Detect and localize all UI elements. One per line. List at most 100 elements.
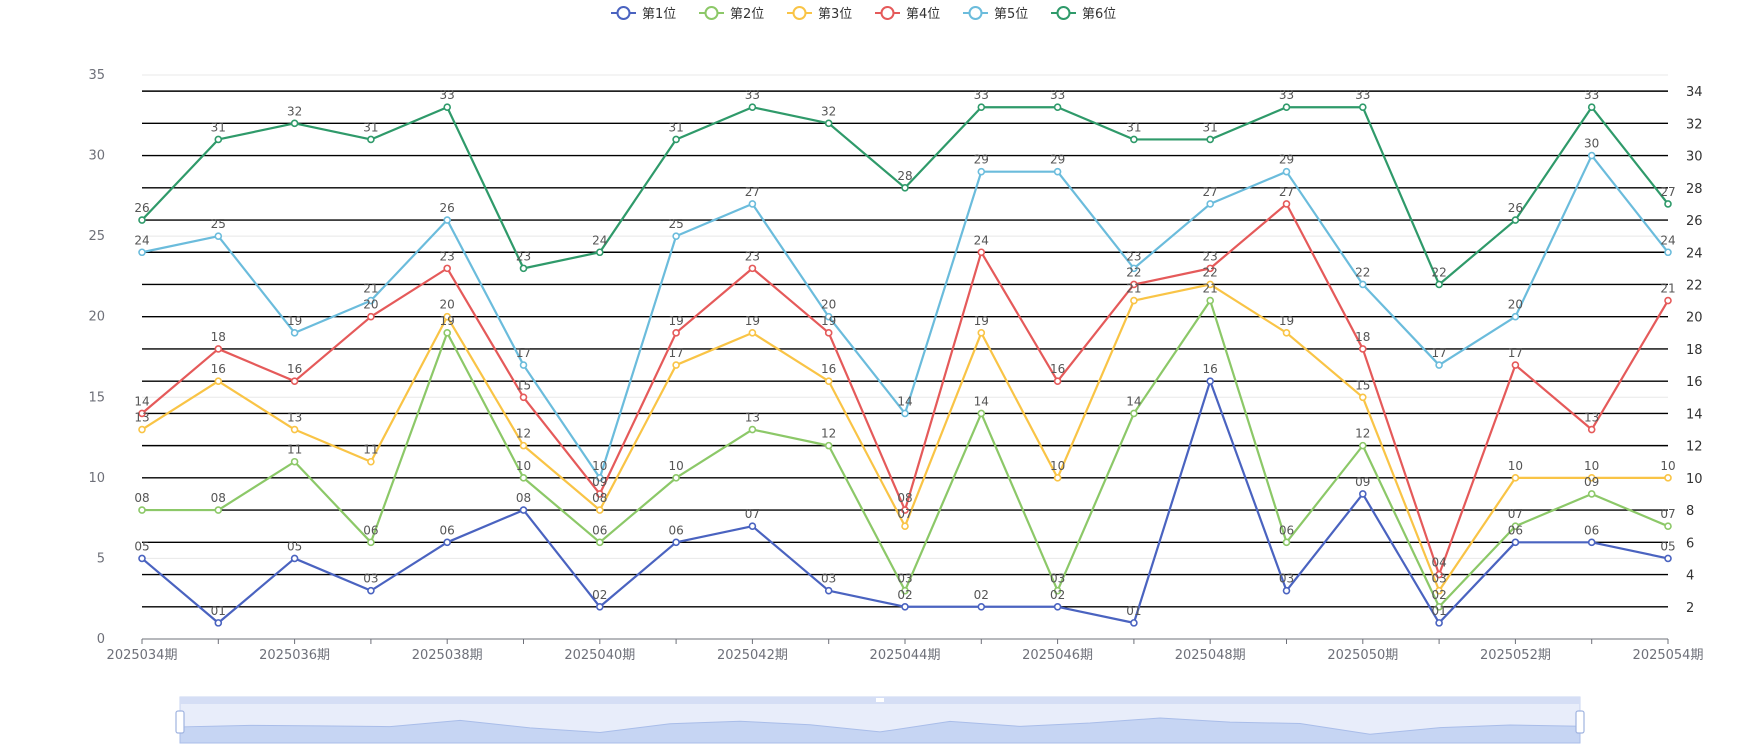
data-zoom-slider[interactable] — [175, 696, 1585, 744]
data-point[interactable] — [1359, 490, 1367, 498]
data-point[interactable] — [138, 409, 146, 418]
data-point[interactable] — [901, 602, 909, 611]
data-point[interactable] — [1053, 377, 1062, 385]
data-point[interactable] — [672, 538, 680, 547]
data-point[interactable] — [290, 377, 299, 385]
data-point[interactable] — [901, 184, 909, 192]
data-point[interactable] — [1130, 409, 1138, 418]
data-point[interactable] — [1587, 151, 1596, 160]
data-point[interactable] — [519, 506, 528, 514]
data-point[interactable] — [1511, 522, 1520, 531]
data-point[interactable] — [290, 119, 299, 128]
data-point[interactable] — [1435, 570, 1443, 579]
data-point[interactable] — [901, 409, 909, 418]
data-point[interactable] — [748, 522, 757, 531]
data-point[interactable] — [901, 522, 909, 531]
data-point[interactable] — [1587, 490, 1596, 498]
data-point[interactable] — [1359, 393, 1367, 402]
data-point[interactable] — [1206, 264, 1214, 273]
data-point[interactable] — [367, 538, 375, 547]
data-point[interactable] — [290, 554, 299, 563]
data-point[interactable] — [443, 538, 452, 547]
data-point[interactable] — [519, 474, 528, 482]
data-point[interactable] — [901, 586, 909, 595]
data-point[interactable] — [214, 345, 223, 353]
data-point[interactable] — [1206, 280, 1214, 289]
data-point[interactable] — [595, 602, 604, 611]
data-point[interactable] — [519, 264, 528, 273]
data-point[interactable] — [748, 103, 757, 112]
data-point[interactable] — [1130, 280, 1138, 289]
data-point[interactable] — [1435, 586, 1443, 595]
data-point[interactable] — [977, 409, 986, 418]
data-point[interactable] — [1359, 103, 1367, 112]
data-point[interactable] — [367, 312, 375, 321]
data-point[interactable] — [1587, 425, 1596, 434]
data-point[interactable] — [1435, 280, 1443, 289]
data-point[interactable] — [1587, 103, 1596, 112]
data-point[interactable] — [1511, 216, 1520, 224]
data-point[interactable] — [1435, 619, 1443, 627]
data-point[interactable] — [1053, 167, 1062, 176]
legend-item[interactable]: 第5位 — [963, 6, 1028, 22]
data-point[interactable] — [214, 135, 223, 144]
data-point[interactable] — [214, 232, 223, 240]
data-point[interactable] — [1130, 135, 1138, 144]
data-point[interactable] — [214, 619, 223, 627]
data-point[interactable] — [443, 216, 452, 224]
data-point[interactable] — [1511, 361, 1520, 369]
data-point[interactable] — [672, 474, 680, 482]
data-point[interactable] — [1282, 167, 1291, 176]
data-point[interactable] — [1282, 538, 1291, 547]
data-point[interactable] — [290, 425, 299, 434]
data-point[interactable] — [1587, 474, 1596, 482]
data-point[interactable] — [1664, 296, 1672, 305]
data-point[interactable] — [1435, 361, 1443, 369]
legend-item[interactable]: 第6位 — [1051, 6, 1116, 22]
data-point[interactable] — [977, 103, 986, 112]
data-point[interactable] — [1206, 296, 1214, 305]
data-point[interactable] — [1435, 602, 1443, 611]
data-point[interactable] — [138, 425, 146, 434]
data-point[interactable] — [1130, 296, 1138, 305]
data-point[interactable] — [1130, 264, 1138, 273]
data-point[interactable] — [672, 329, 680, 337]
data-point[interactable] — [367, 296, 375, 305]
data-point[interactable] — [367, 586, 375, 595]
data-point[interactable] — [290, 457, 299, 466]
data-point[interactable] — [367, 135, 375, 144]
data-point[interactable] — [977, 248, 986, 257]
data-point[interactable] — [1206, 200, 1214, 208]
data-point[interactable] — [824, 586, 833, 595]
data-point[interactable] — [214, 506, 223, 514]
data-point[interactable] — [1130, 619, 1138, 627]
data-point[interactable] — [672, 135, 680, 144]
data-point[interactable] — [519, 361, 528, 369]
data-point[interactable] — [443, 264, 452, 273]
data-point[interactable] — [443, 103, 452, 112]
data-point[interactable] — [1053, 474, 1062, 482]
data-point[interactable] — [824, 119, 833, 128]
data-point[interactable] — [748, 200, 757, 208]
legend-item[interactable]: 第2位 — [699, 6, 764, 22]
data-point[interactable] — [595, 538, 604, 547]
data-point[interactable] — [1664, 248, 1672, 257]
data-point[interactable] — [748, 425, 757, 434]
data-point[interactable] — [1511, 474, 1520, 482]
data-point[interactable] — [138, 554, 146, 563]
data-point[interactable] — [1664, 554, 1672, 563]
data-point[interactable] — [290, 329, 299, 337]
data-point[interactable] — [977, 329, 986, 337]
data-point[interactable] — [748, 264, 757, 273]
data-point[interactable] — [138, 506, 146, 514]
data-point[interactable] — [1053, 602, 1062, 611]
data-point[interactable] — [1053, 103, 1062, 112]
data-point[interactable] — [519, 441, 528, 450]
data-point[interactable] — [595, 506, 604, 514]
data-point[interactable] — [138, 248, 146, 257]
data-point[interactable] — [443, 312, 452, 321]
data-point[interactable] — [824, 377, 833, 385]
data-point[interactable] — [443, 329, 452, 337]
data-point[interactable] — [1359, 345, 1367, 353]
data-point[interactable] — [1282, 329, 1291, 337]
